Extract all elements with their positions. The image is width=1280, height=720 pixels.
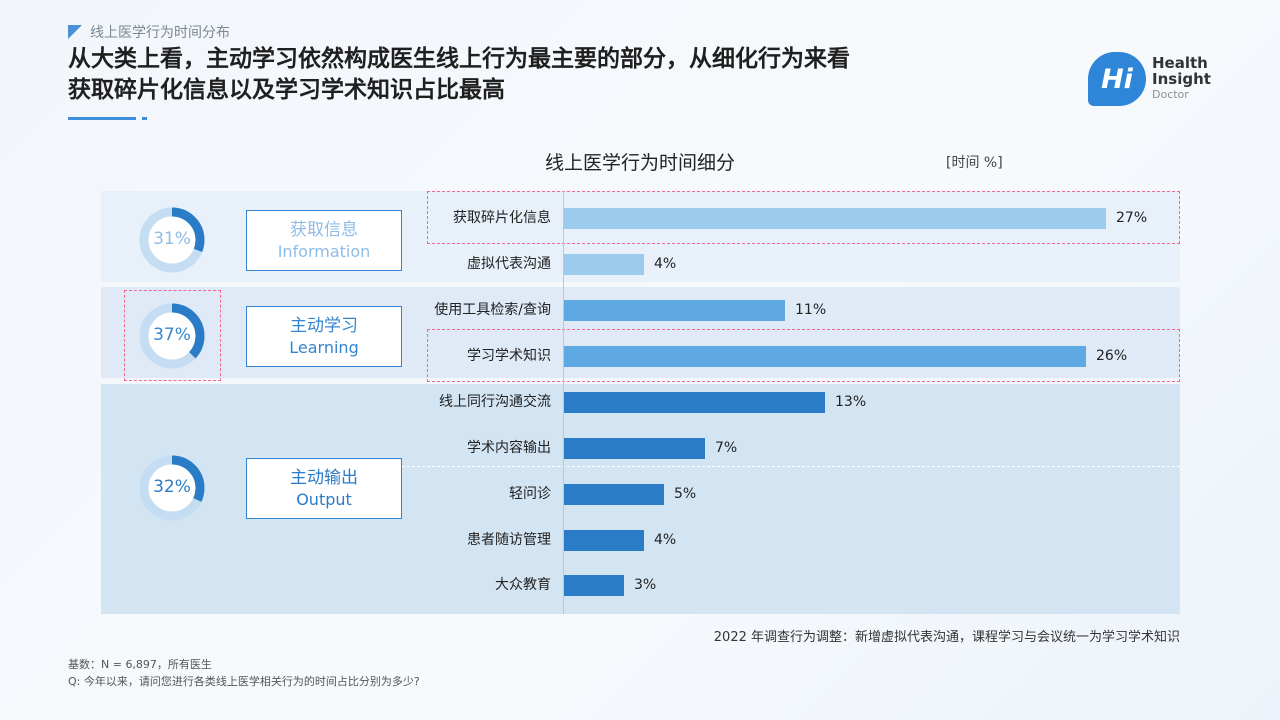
bar bbox=[564, 438, 705, 459]
category-label: 获取碎片化信息 bbox=[453, 210, 551, 226]
logo-line-2: Insight bbox=[1152, 70, 1211, 88]
section-label: 线上医学行为时间分布 bbox=[90, 25, 230, 41]
chart-note: 2022 年调查行为调整：新增虚拟代表沟通，课程学习与会议统一为学习学术知识 bbox=[713, 630, 1180, 645]
donut-percent-label: 31% bbox=[153, 229, 191, 249]
data-label: 3% bbox=[634, 577, 657, 593]
bar bbox=[564, 530, 644, 551]
group-label-box: 获取信息 Information bbox=[246, 210, 402, 271]
category-label: 虚拟代表沟通 bbox=[467, 256, 551, 272]
category-label: 线上同行沟通交流 bbox=[439, 394, 551, 410]
data-label: 27% bbox=[1116, 210, 1148, 226]
section-tag: 线上医学行为时间分布 bbox=[68, 22, 230, 42]
donut-percent-label: 37% bbox=[153, 325, 191, 345]
headline-line-2: 获取碎片化信息以及学习学术知识占比最高 bbox=[68, 77, 505, 103]
category-label: 患者随访管理 bbox=[467, 532, 551, 548]
donut-chart bbox=[139, 303, 205, 369]
dashed-divider bbox=[402, 466, 1180, 467]
bar bbox=[564, 254, 644, 275]
footer-base: 基数：N = 6,897，所有医生 bbox=[68, 658, 212, 671]
footer-question: Q: 今年以来，请问您进行各类线上医学相关行为的时间占比分别为多少? bbox=[68, 675, 420, 688]
logo-line-3: Doctor bbox=[1152, 88, 1189, 101]
bar bbox=[564, 300, 785, 321]
donut-chart bbox=[139, 455, 205, 521]
logo-badge: Hi bbox=[1088, 52, 1146, 106]
category-label: 大众教育 bbox=[495, 577, 551, 593]
donut-percent-label: 32% bbox=[153, 477, 191, 497]
highlight-box bbox=[427, 329, 1180, 382]
group-name-en: Learning bbox=[289, 337, 359, 357]
group-label-box: 主动学习 Learning bbox=[246, 306, 402, 367]
title-underline-dot bbox=[142, 117, 147, 120]
donut-segment bbox=[139, 455, 205, 521]
data-label: 7% bbox=[715, 440, 738, 456]
group-name-cn: 获取信息 bbox=[290, 219, 358, 240]
chart-title: 线上医学行为时间细分 bbox=[544, 152, 735, 174]
page-title: 从大类上看，主动学习依然构成医生线上行为最主要的部分，从细化行为来看 获取碎片化… bbox=[68, 44, 1028, 106]
data-label: 4% bbox=[654, 532, 677, 548]
bar bbox=[564, 208, 1106, 229]
data-label: 26% bbox=[1096, 348, 1128, 364]
category-label: 学术内容输出 bbox=[467, 440, 551, 456]
donut-segment bbox=[139, 303, 205, 369]
donut-chart bbox=[139, 207, 205, 273]
bar bbox=[564, 484, 664, 505]
category-label: 轻问诊 bbox=[509, 486, 551, 502]
highlight-box bbox=[427, 191, 1180, 244]
logo-text: Health Insight Doctor bbox=[1152, 55, 1211, 103]
data-label: 11% bbox=[795, 302, 827, 318]
unit-label: [时间 %] bbox=[946, 155, 1003, 171]
group-label-box: 主动输出 Output bbox=[246, 458, 402, 519]
data-label: 13% bbox=[835, 394, 867, 410]
triangle-icon bbox=[68, 25, 82, 39]
logo-line-1: Health bbox=[1152, 54, 1208, 72]
headline-line-1: 从大类上看，主动学习依然构成医生线上行为最主要的部分，从细化行为来看 bbox=[68, 46, 850, 72]
group-name-cn: 主动学习 bbox=[290, 315, 358, 336]
group-name-en: Output bbox=[296, 489, 352, 509]
health-insight-logo: Hi Health Insight Doctor bbox=[1088, 52, 1211, 106]
data-label: 4% bbox=[654, 256, 677, 272]
bar bbox=[564, 392, 825, 413]
donut-segment bbox=[139, 207, 205, 273]
group-name-en: Information bbox=[277, 241, 371, 261]
bar bbox=[564, 346, 1086, 367]
category-label: 使用工具检索/查询 bbox=[434, 302, 551, 318]
title-underline bbox=[68, 117, 136, 120]
highlight-box bbox=[124, 290, 221, 381]
bar bbox=[564, 575, 624, 596]
data-label: 5% bbox=[674, 486, 697, 502]
axis-line bbox=[563, 191, 564, 614]
category-label: 学习学术知识 bbox=[467, 348, 551, 364]
group-name-cn: 主动输出 bbox=[290, 467, 358, 488]
